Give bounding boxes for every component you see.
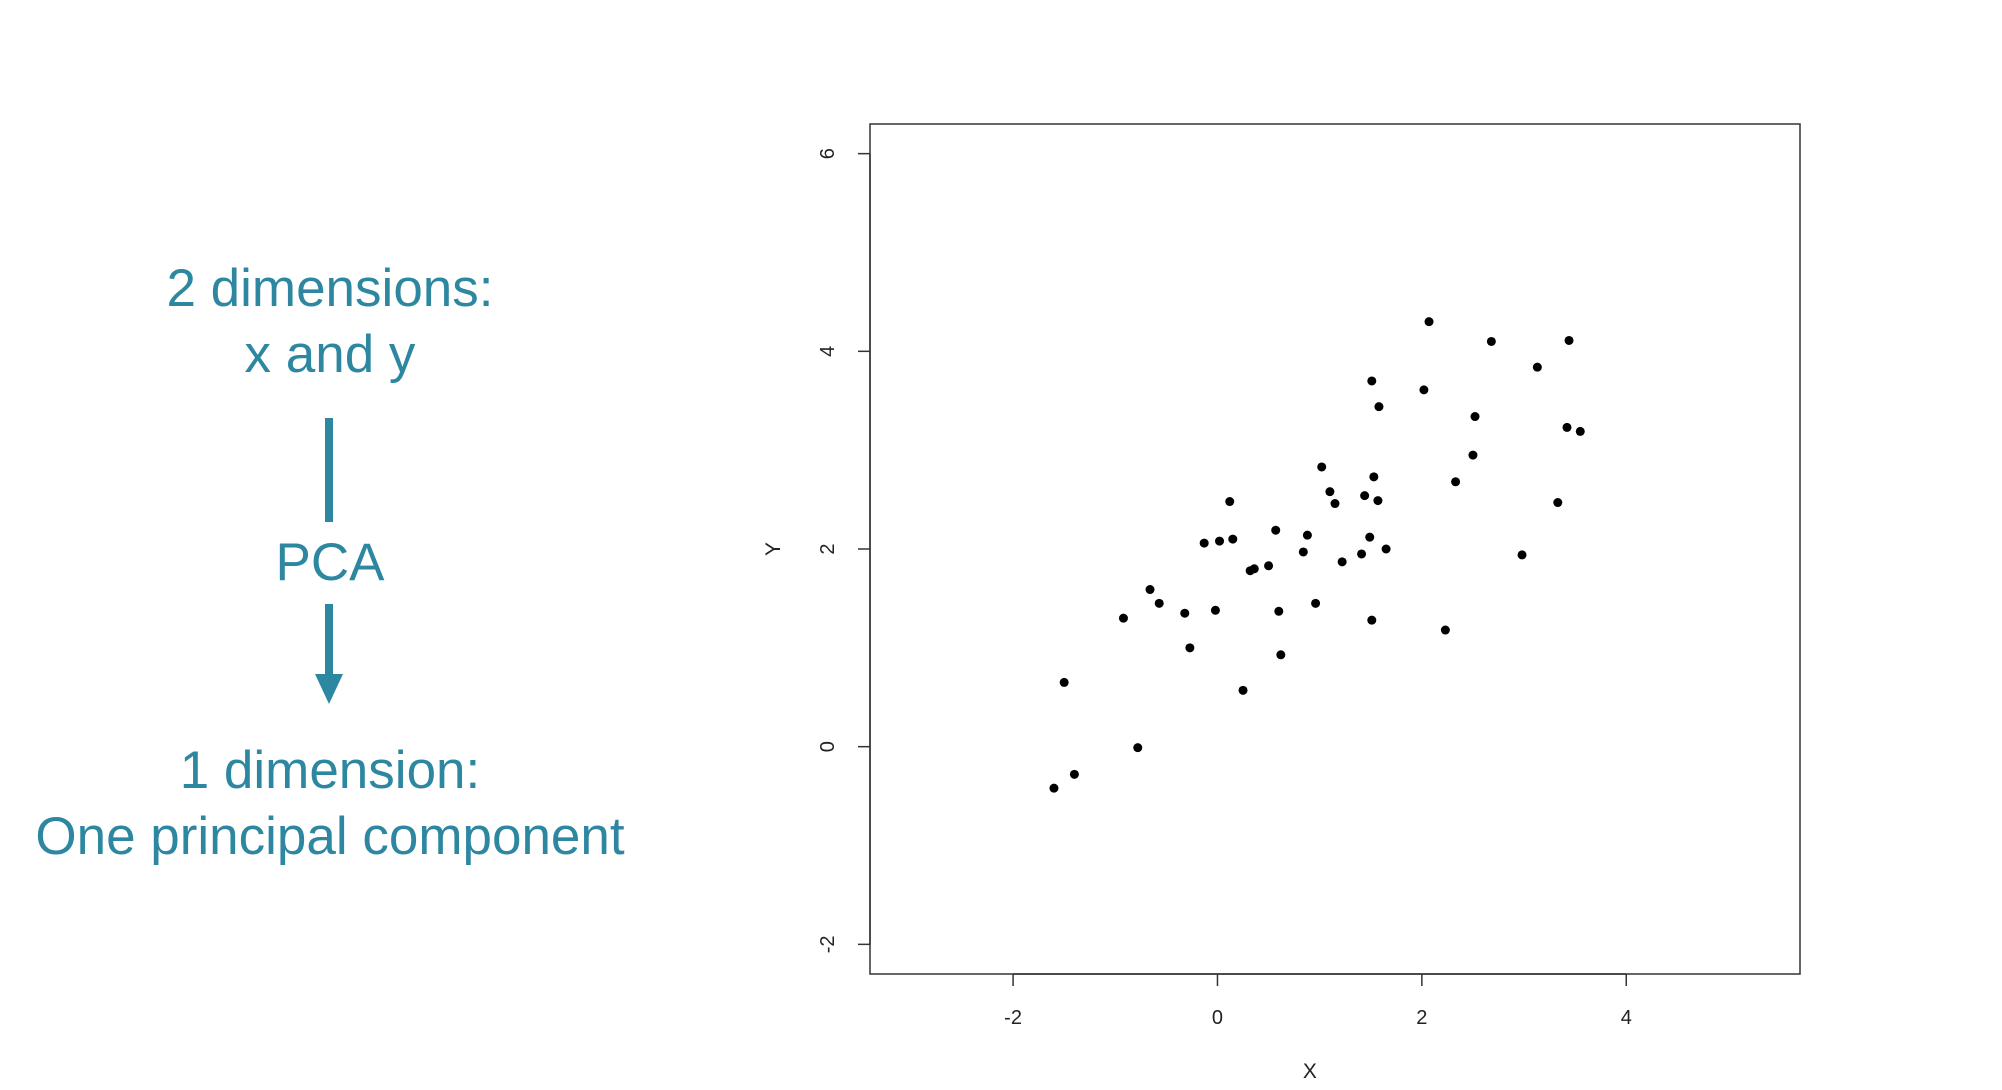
data-point — [1381, 544, 1391, 554]
data-point — [1249, 564, 1259, 574]
data-point — [1468, 450, 1478, 460]
data-point — [1575, 426, 1585, 436]
y-tick-label: 4 — [817, 346, 839, 357]
y-tick-label: 6 — [817, 148, 839, 159]
data-point — [1225, 497, 1235, 507]
x-tick-label: 0 — [1212, 1007, 1223, 1029]
data-point — [1424, 317, 1434, 327]
data-point — [1337, 557, 1347, 567]
data-point — [1274, 606, 1284, 616]
data-point — [1069, 769, 1079, 779]
data-point — [1419, 385, 1429, 395]
flow-connector-line — [325, 418, 333, 522]
data-point — [1199, 538, 1209, 548]
data-point — [1373, 496, 1383, 506]
arrow-down-icon — [315, 674, 343, 704]
data-point — [1180, 608, 1190, 618]
x-tick-label: 4 — [1621, 1007, 1632, 1029]
data-point — [1440, 625, 1450, 635]
data-point — [1369, 472, 1379, 482]
data-point — [1271, 525, 1281, 535]
data-point — [1562, 422, 1572, 432]
output-dimensions-caption: 1 dimension: One principal component — [0, 738, 660, 870]
data-point — [1302, 530, 1312, 540]
output-dimensions-line2: One principal component — [35, 807, 625, 866]
data-point — [1360, 491, 1370, 501]
data-point — [1311, 598, 1321, 608]
data-point — [1553, 498, 1563, 508]
data-point — [1118, 613, 1128, 623]
input-dimensions-caption: 2 dimensions: x and y — [0, 256, 660, 388]
data-point — [1486, 336, 1496, 346]
x-tick-label: 2 — [1416, 1007, 1427, 1029]
y-tick-label: 2 — [817, 543, 839, 554]
data-point — [1215, 536, 1225, 546]
data-point — [1133, 743, 1143, 753]
scatter-plot: -2 0 2 4 -2 0 2 4 6 X Y — [762, 123, 1801, 1083]
data-point — [1470, 412, 1480, 422]
y-tick-label: -2 — [817, 935, 839, 953]
data-point — [1317, 462, 1327, 472]
data-point — [1154, 598, 1164, 608]
data-point — [1325, 487, 1335, 497]
data-point — [1517, 550, 1527, 560]
plot-frame — [869, 123, 1801, 975]
data-point — [1330, 499, 1340, 509]
input-dimensions-line1: 2 dimensions: — [166, 259, 494, 318]
data-point — [1367, 376, 1377, 386]
data-point — [1210, 605, 1220, 615]
data-point — [1357, 549, 1367, 559]
data-point — [1564, 335, 1574, 345]
flow-arrow-shaft — [325, 604, 333, 674]
pca-label: PCA — [275, 533, 385, 592]
data-point — [1145, 585, 1155, 595]
pca-explanation-panel: 2 dimensions: x and y PCA 1 dimension: O… — [0, 0, 660, 1090]
data-point — [1367, 615, 1377, 625]
data-point — [1374, 402, 1384, 412]
y-tick-label: 0 — [817, 741, 839, 752]
y-axis-title: Y — [762, 542, 785, 556]
data-point — [1238, 685, 1248, 695]
data-point — [1228, 534, 1238, 544]
data-point — [1049, 783, 1059, 793]
input-dimensions-line2: x and y — [244, 325, 416, 384]
data-point — [1276, 650, 1286, 660]
data-point — [1365, 532, 1375, 542]
data-point — [1451, 477, 1461, 487]
data-point — [1185, 643, 1195, 653]
data-point — [1059, 677, 1069, 687]
data-point — [1532, 362, 1542, 372]
x-tick-label: -2 — [1004, 1007, 1022, 1029]
data-point — [1298, 547, 1308, 557]
x-axis-title: X — [1303, 1060, 1317, 1083]
output-dimensions-line1: 1 dimension: — [179, 741, 481, 800]
data-point — [1264, 561, 1274, 571]
